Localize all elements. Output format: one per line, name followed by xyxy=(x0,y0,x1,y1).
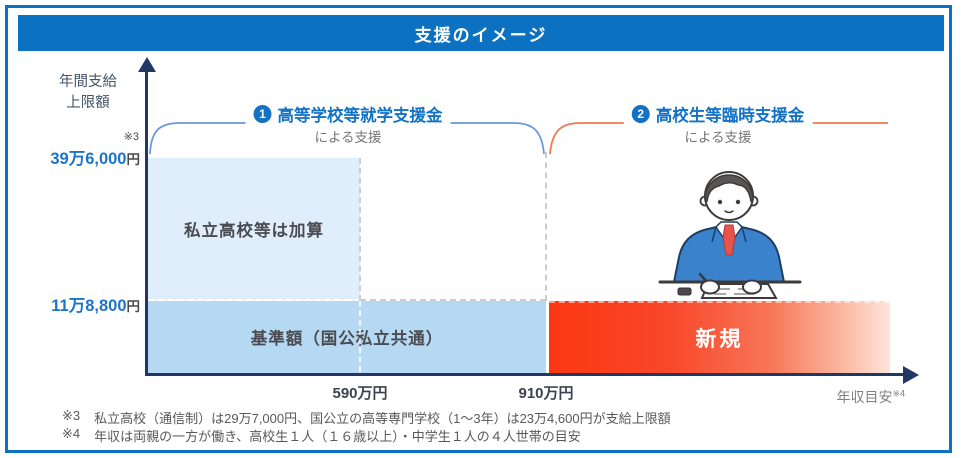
y-axis-label-line2: 上限額 xyxy=(66,95,110,111)
x-axis-label: 年収目安※4 xyxy=(760,387,905,407)
box-private-addition-label: 私立高校等は加算 xyxy=(184,222,324,240)
box-new-support-label: 新規 xyxy=(695,328,744,351)
box-private-addition: 私立高校等は加算 xyxy=(148,158,360,300)
bracket-section2 xyxy=(549,122,888,155)
x-axis-line xyxy=(145,373,905,376)
section1-number-icon: 1 xyxy=(253,105,272,123)
outer-frame xyxy=(5,5,952,453)
hair xyxy=(704,174,754,203)
footnote-3: ※3 私立高校（通信制）は29万7,000円、国公立の高等専門学校（1～3年）は… xyxy=(62,408,671,427)
guide-dash-910 xyxy=(545,152,547,301)
hand-right xyxy=(700,279,720,295)
section2-title-text: 高校生等臨時支援金 xyxy=(655,107,805,125)
guide-dash-590-upper xyxy=(359,158,361,301)
note-ref-3: ※3 xyxy=(123,131,139,143)
y-axis-line xyxy=(145,70,148,375)
x-axis-label-text: 年収目安 xyxy=(836,389,893,405)
section1-title: 1 高等学校等就学支援金 xyxy=(245,100,451,130)
footnote-3-ref: ※3 xyxy=(62,408,81,423)
eye-right xyxy=(735,199,741,205)
hand-left xyxy=(742,279,762,295)
student-writing-illustration xyxy=(658,171,802,299)
lapel-lines xyxy=(711,226,747,243)
section2-number-icon: 2 xyxy=(631,105,650,123)
x-tick-910: 910万円 xyxy=(518,385,574,402)
box-base-amount: 基準額（国公私立共通） xyxy=(148,301,546,373)
x-tick-590: 590万円 xyxy=(332,385,388,402)
tie xyxy=(722,224,736,256)
box-new-support: 新規 xyxy=(549,301,890,373)
footnote-4-ref: ※4 xyxy=(62,426,81,441)
y-tick-396000-amount: 39万6,000 xyxy=(50,150,127,168)
section2-title: 2 高校生等臨時支援金 xyxy=(623,100,813,130)
y-tick-118800: 11万8,800円 xyxy=(8,292,140,316)
y-tick-396000-unit: 円 xyxy=(126,152,141,167)
y-tick-396000: 39万6,000円 xyxy=(8,145,140,169)
eye-left xyxy=(717,199,723,205)
guide-dash-horizontal-left xyxy=(148,299,360,301)
page-title: 支援のイメージ xyxy=(18,15,944,51)
guide-dash-horizontal-right xyxy=(360,299,546,301)
y-tick-118800-unit: 円 xyxy=(126,299,141,314)
section1-subtitle: による支援 xyxy=(310,126,386,146)
section2-subtitle: による支援 xyxy=(680,126,756,146)
y-axis-label-line1: 年間支給 xyxy=(59,74,117,90)
eraser xyxy=(677,287,692,296)
section1-title-text: 高等学校等就学支援金 xyxy=(277,107,443,125)
note-ref-4-superscript: ※4 xyxy=(892,388,905,399)
footnote-4: ※4 年収は両親の一方が働き、高校生１人（１６歳以上）・中学生１人の４人世帯の目… xyxy=(62,426,581,445)
mouth xyxy=(724,210,734,214)
guide-dash-590-lower xyxy=(359,301,361,372)
y-tick-118800-amount: 11万8,800 xyxy=(51,297,127,315)
box-base-amount-label: 基準額（国公私立共通） xyxy=(250,330,444,348)
y-axis-label: 年間支給 上限額 xyxy=(40,72,136,114)
footnote-3-text: 私立高校（通信制）は29万7,000円、国公立の高等専門学校（1～3年）は23万… xyxy=(94,411,671,426)
y-axis-arrow-icon xyxy=(138,57,156,72)
x-axis-arrow-icon xyxy=(903,366,919,384)
footnote-4-text: 年収は両親の一方が働き、高校生１人（１６歳以上）・中学生１人の４人世帯の目安 xyxy=(94,429,581,444)
